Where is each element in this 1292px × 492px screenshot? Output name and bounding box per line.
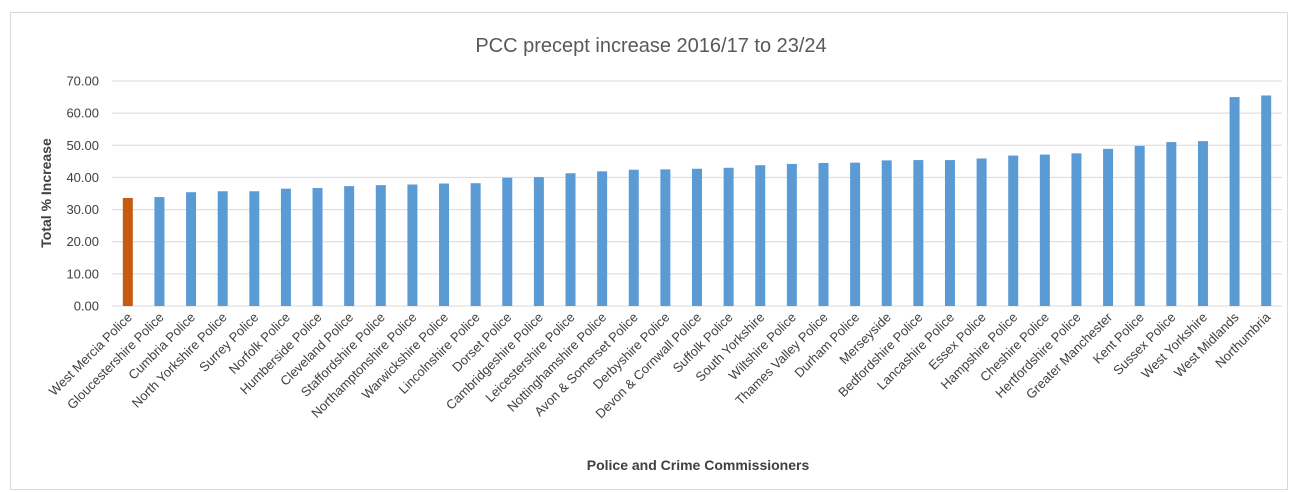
y-axis-ticks: 0.00 10.00 20.00 30.00 40.00 50.00 60.00 70.00 xyxy=(66,74,99,314)
bar xyxy=(1261,95,1272,306)
bar xyxy=(280,188,291,306)
bar xyxy=(597,171,608,306)
y-tick-label: 10.00 xyxy=(66,266,99,281)
y-tick-label: 20.00 xyxy=(66,234,99,249)
bar xyxy=(122,198,133,306)
bar xyxy=(1039,154,1050,306)
bar xyxy=(1008,155,1019,306)
bar xyxy=(186,192,197,306)
bar xyxy=(154,197,165,306)
bar xyxy=(533,177,544,306)
y-tick-label: 60.00 xyxy=(66,106,99,121)
bar xyxy=(850,162,861,306)
y-tick-label: 0.00 xyxy=(74,299,99,314)
bar xyxy=(944,160,955,306)
y-tick-label: 40.00 xyxy=(66,170,99,185)
bar xyxy=(1166,142,1177,306)
y-tick-label: 50.00 xyxy=(66,138,99,153)
bar xyxy=(217,191,228,306)
y-axis-title: Total % Increase xyxy=(38,138,54,248)
bar xyxy=(755,165,766,306)
bar xyxy=(976,158,987,306)
bar xyxy=(502,177,513,306)
y-tick-label: 30.00 xyxy=(66,202,99,217)
x-axis-title: Police and Crime Commissioners xyxy=(587,457,810,473)
bar xyxy=(1229,97,1240,306)
bars xyxy=(122,95,1272,306)
y-tick-label: 70.00 xyxy=(66,74,99,89)
bar xyxy=(1103,148,1114,306)
bar xyxy=(692,168,702,306)
bar xyxy=(786,163,797,306)
bar xyxy=(312,188,323,306)
chart-title: PCC precept increase 2016/17 to 23/24 xyxy=(475,35,826,57)
bar xyxy=(660,169,671,306)
bar xyxy=(628,169,639,306)
bar xyxy=(818,162,829,306)
bar xyxy=(881,160,892,306)
bar xyxy=(439,183,450,306)
bar xyxy=(470,183,481,306)
bar xyxy=(407,184,418,306)
bar xyxy=(344,186,355,306)
bar xyxy=(1197,141,1208,306)
bar xyxy=(913,160,924,306)
bar xyxy=(1134,145,1145,306)
bar xyxy=(565,173,576,306)
bar xyxy=(249,191,260,306)
bar xyxy=(723,167,734,306)
bar xyxy=(1071,153,1082,306)
bar xyxy=(375,185,386,306)
